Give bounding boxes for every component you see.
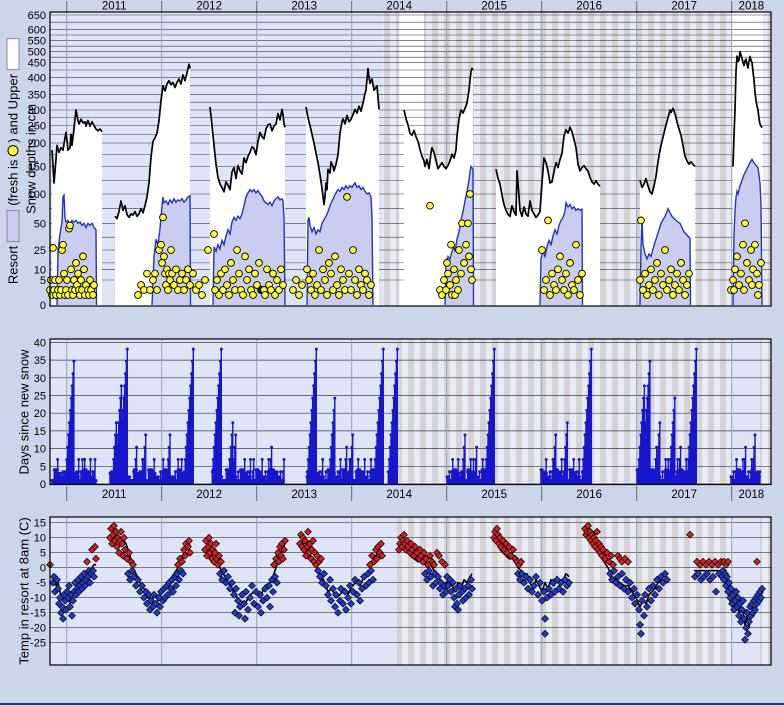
snow-axis-legend: Resort (fresh is ) and Upper — [6, 34, 21, 284]
svg-text:450: 450 — [28, 58, 46, 70]
svg-text:10: 10 — [34, 264, 46, 276]
panel-snow-depths: 0 510 25 50 100 150 200 250 300 350 400 45050055060… — [28, 10, 772, 312]
svg-text:0: 0 — [40, 563, 46, 575]
svg-text:2012: 2012 — [196, 489, 222, 501]
svg-text:5: 5 — [40, 275, 46, 287]
svg-text:2013: 2013 — [291, 1, 317, 13]
svg-text:2011: 2011 — [102, 489, 127, 501]
svg-text:600: 600 — [28, 24, 46, 36]
svg-text:350: 350 — [28, 89, 46, 101]
svg-text:650: 650 — [28, 10, 46, 22]
svg-text:550: 550 — [28, 36, 46, 48]
svg-text:-5: -5 — [36, 578, 46, 590]
svg-text:10: 10 — [34, 444, 46, 456]
temp-y-tick-labels: 15 10 5 0 -5 -10 -15 -20 -25 — [30, 518, 46, 650]
svg-text:-20: -20 — [30, 623, 46, 635]
fresh-snow-dot-icon — [7, 145, 19, 157]
svg-text:150: 150 — [28, 162, 46, 174]
days-y-tick-labels: 0 5 10 15 20 25 30 35 40 — [34, 337, 46, 491]
svg-text:15: 15 — [34, 518, 46, 530]
svg-text:-25: -25 — [30, 638, 46, 650]
svg-text:-15: -15 — [30, 608, 46, 620]
snow-axis-title: Snow depths in cm — [23, 104, 39, 214]
svg-text:50: 50 — [34, 218, 46, 230]
svg-text:2018: 2018 — [739, 489, 765, 501]
svg-text:2011: 2011 — [102, 1, 127, 13]
svg-text:25: 25 — [34, 391, 46, 403]
upper-depth-line — [51, 50, 763, 220]
svg-text:35: 35 — [34, 355, 46, 367]
panel-temp-8am: 15 10 5 0 -5 -10 -15 -20 -25 — [30, 516, 772, 666]
svg-text:5: 5 — [40, 548, 46, 560]
snow-y-tick-labels: 0 510 25 50 100 150 200 250 300 350 400 45050055060… — [28, 10, 46, 312]
svg-text:2017: 2017 — [671, 489, 697, 501]
svg-text:500: 500 — [28, 47, 46, 59]
svg-text:2016: 2016 — [576, 1, 602, 13]
upper-label: ) and Upper — [5, 73, 21, 143]
svg-text:2015: 2015 — [481, 1, 507, 13]
svg-text:2017: 2017 — [671, 1, 697, 13]
svg-text:5: 5 — [40, 461, 46, 473]
svg-text:-10: -10 — [30, 593, 46, 605]
svg-text:2016: 2016 — [576, 489, 602, 501]
svg-text:2015: 2015 — [481, 489, 507, 501]
upper-depth-swatch — [6, 37, 20, 70]
temp-points-blue — [49, 566, 766, 644]
svg-text:2013: 2013 — [291, 489, 317, 501]
svg-text:2014: 2014 — [386, 1, 412, 13]
svg-text:300: 300 — [28, 105, 46, 117]
svg-text:10: 10 — [34, 533, 46, 545]
svg-text:20: 20 — [34, 408, 46, 420]
svg-text:0: 0 — [40, 300, 46, 312]
temp-axis-title: Temp in resort at 8am (C) — [16, 517, 32, 665]
svg-text:25: 25 — [34, 245, 46, 257]
year-axis-rows: 2011 2012 2013 2014 2015 2016 2017 2018 2011 2012… — [66, 1, 765, 501]
svg-text:2014: 2014 — [386, 489, 412, 501]
temp-points-red — [46, 521, 761, 569]
resort-label: Resort — [5, 245, 21, 285]
svg-text:2018: 2018 — [739, 1, 765, 13]
svg-text:200: 200 — [28, 138, 46, 150]
fresh-label: (fresh is — [5, 159, 21, 206]
days-axis-title: Days since new snow — [16, 349, 32, 475]
panel-days-since-new-snow: 0 5 10 15 20 25 30 35 40 — [34, 337, 772, 491]
svg-text:15: 15 — [34, 426, 46, 438]
svg-text:100: 100 — [28, 189, 46, 201]
svg-text:2012: 2012 — [196, 1, 222, 13]
svg-text:0: 0 — [40, 479, 46, 491]
svg-text:40: 40 — [34, 337, 46, 349]
svg-text:400: 400 — [28, 72, 46, 84]
days-bars — [50, 347, 762, 484]
svg-text:30: 30 — [34, 373, 46, 385]
resort-depth-swatch — [6, 209, 20, 242]
svg-text:250: 250 — [28, 121, 46, 133]
